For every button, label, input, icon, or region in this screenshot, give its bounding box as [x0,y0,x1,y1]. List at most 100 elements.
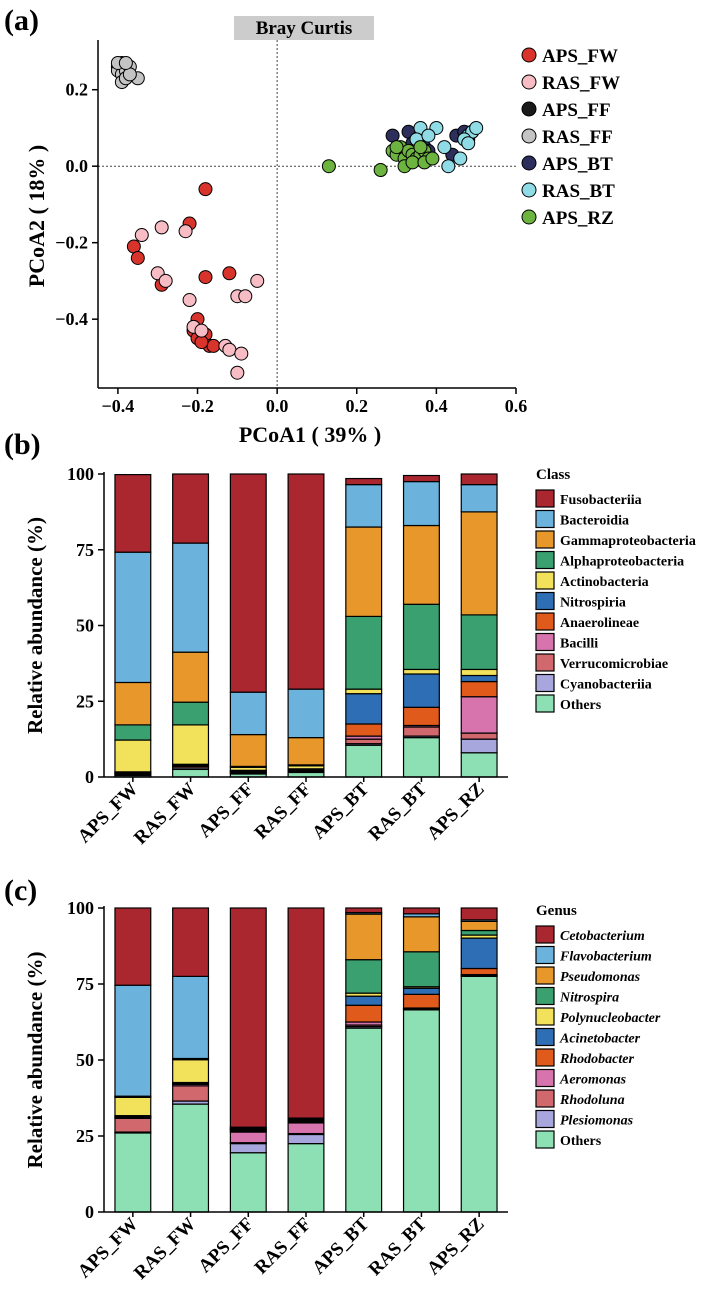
legend-label: Cyanobacteriia [560,678,652,693]
x-tick-label: RAS_BT [365,778,432,845]
bar-segment [460,614,498,671]
y-tick-label: 100 [67,898,94,918]
legend-label: Acinetobacter [559,1032,641,1047]
legend-label: Cetobacterium [560,929,645,944]
scatter-point [198,270,213,285]
scatter-point [182,293,197,308]
legend-swatch [535,694,555,713]
y-axis-title: Relative abundance (%) [23,517,47,734]
y-tick-label: 0 [85,767,94,787]
y-tick-label: 0.0 [66,156,89,176]
legend-label: RAS_FW [542,73,620,94]
legend-label: Bacteroidia [560,514,629,529]
bar-segment [345,738,383,745]
legend-title: Genus [536,903,577,919]
bar-segment [402,603,440,671]
bar-segment [287,688,325,739]
scatter-point [206,338,221,353]
scatter-point [250,273,265,288]
bar-segment [402,673,440,708]
bar-segment [114,724,152,741]
bar-segment [287,1142,325,1213]
bar-segment [287,737,325,766]
legend-label: Polynucleobacter [560,1011,661,1026]
y-axis-title: PCoA2 ( 18% ) [24,145,49,287]
scatter-point [461,136,476,151]
scatter-point [230,365,245,380]
bar-segment [345,1004,383,1023]
x-tick-label: APS_BT [308,778,373,843]
bar-segment [402,474,440,483]
bar-segment [229,473,267,693]
y-tick-label: 0.2 [66,80,89,100]
x-tick-label: −0.4 [102,396,135,416]
bar-segment [172,768,210,778]
bar-segment [345,907,383,914]
scatter-point [437,140,452,155]
x-tick-label: 0.6 [505,396,528,416]
bar-segment [114,681,152,726]
bar-segment [172,542,210,653]
bar-segment [172,701,210,726]
y-tick-label: −0.4 [55,309,88,329]
y-tick-label: 100 [67,464,94,484]
scatter-point [222,266,237,281]
panel-label: (c) [4,874,37,907]
legend-swatch [535,550,555,570]
legend-swatch [535,673,555,693]
legend-swatch [535,591,555,611]
bar-segment [460,937,498,970]
legend-swatch [535,489,555,508]
legend-marker [521,128,537,144]
legend-label: APS_FW [542,46,618,67]
scatter-point [130,250,145,265]
bar-segment [287,1133,325,1145]
legend-swatch [535,632,555,652]
panel-label-a: (a) [4,4,39,37]
legend-swatch [535,509,555,529]
bar-segment [229,733,267,767]
legend-label: Others [560,1134,602,1149]
y-tick-label: 25 [76,1126,94,1146]
bar-segment [402,916,440,953]
legend-label: Bacilli [560,637,598,652]
legend-label: Fusobacteriia [560,493,642,508]
bar-segment [460,732,498,740]
bar-segment [345,1027,383,1213]
bar-segment [460,484,498,513]
bar-segment [229,1142,267,1154]
bar-segment [460,696,498,734]
panel-label: (b) [4,428,41,461]
legend-swatch [535,1130,555,1149]
bar-segment [345,744,383,778]
y-tick-label: 0 [85,1202,94,1222]
y-tick-label: 50 [76,1050,94,1070]
bar-segment [114,739,152,773]
legend-label: Rhodobacter [559,1052,634,1067]
bar-segment [114,1117,152,1133]
legend-label: Flavobacterium [559,950,652,965]
bar-segment [172,724,210,765]
bar-segment [402,524,440,605]
legend-label: APS_RZ [542,208,614,229]
legend-label: Nitrospira [559,991,619,1006]
legend-label: RAS_FF [542,127,613,148]
bar-segment [345,484,383,528]
bar-segment [402,726,440,737]
x-tick-label: 0.4 [425,396,448,416]
pcoa-panel: (a) Bray Curtis −0.4 −0.2 0.0 0.2 0.4 0.6 0.2 0.0… [4,4,620,447]
x-tick-label: −0.2 [181,396,214,416]
scatter-point [154,220,169,235]
bar-segment [229,691,267,736]
bar-segment [460,975,498,1213]
y-tick-label: 50 [76,616,94,636]
bar-segment [460,907,498,921]
x-tick-label: RAS_FF [251,1214,316,1279]
bar-segment [460,967,498,976]
bar-segment [402,480,440,527]
legend-label: Plesiomonas [560,1114,634,1129]
bar-segment [402,907,440,915]
bar-segment [460,738,498,754]
bar-segment [172,1059,210,1084]
